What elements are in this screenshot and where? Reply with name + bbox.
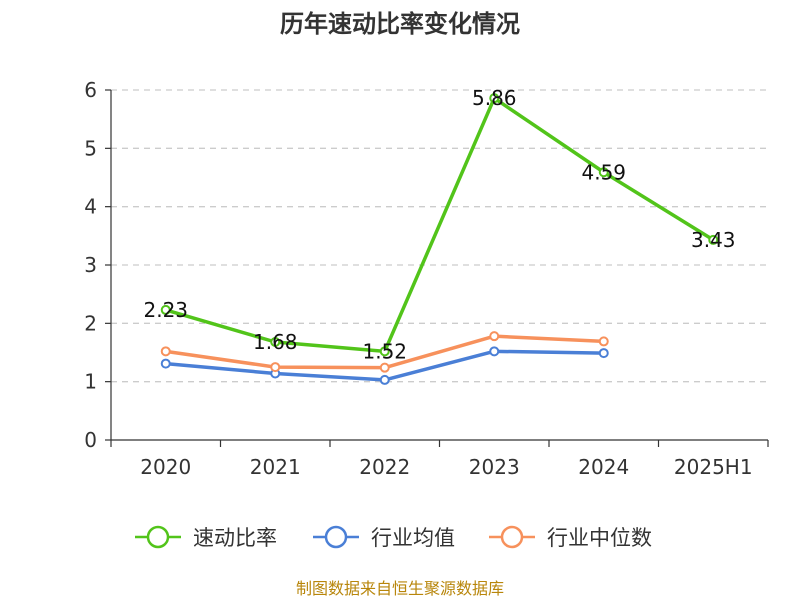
x-tick-label: 2025H1 (674, 455, 753, 479)
axes: 0 1 2 3 4 5 6 2020 2021 2022 2023 2024 2025H1 (84, 78, 769, 479)
data-label: 1.68 (253, 330, 298, 354)
legend-item[interactable]: 速动比率 (135, 525, 277, 550)
source-note: 制图数据来自恒生聚源数据库 (296, 579, 504, 598)
data-point (379, 374, 390, 385)
data-label: 4.59 (581, 160, 626, 184)
data-point (160, 346, 171, 357)
data-point (598, 336, 609, 347)
data-point (270, 337, 281, 347)
y-tick-label: 1 (84, 370, 97, 394)
legend-label: 速动比率 (193, 526, 277, 550)
data-label: 3.43 (691, 228, 736, 252)
data-point (598, 167, 609, 178)
legend-item[interactable]: 行业中位数 (489, 525, 652, 550)
data-point (489, 346, 500, 357)
series-group (160, 93, 719, 385)
y-tick-label: 5 (84, 136, 97, 160)
series-line (165, 96, 715, 354)
chart-title: 历年速动比率变化情况 (280, 10, 520, 38)
data-point (708, 234, 719, 245)
legend-label: 行业均值 (371, 526, 455, 550)
data-point (489, 93, 500, 104)
legend: 速动比率 行业均值 行业中位数 (135, 525, 652, 550)
legend-marker-icon (324, 525, 348, 549)
legend-item[interactable]: 行业均值 (313, 525, 455, 550)
grid-lines (111, 89, 768, 383)
y-tick-label: 3 (84, 253, 97, 277)
data-label: 1.52 (362, 339, 407, 363)
x-tick-label: 2023 (469, 455, 520, 479)
y-tick-label: 4 (84, 195, 97, 219)
x-tick-label: 2022 (359, 455, 410, 479)
data-point (379, 346, 390, 357)
data-label: 5.86 (472, 86, 517, 110)
data-point (160, 358, 171, 369)
legend-marker-icon (146, 525, 170, 549)
x-tick-label: 2021 (250, 455, 301, 479)
data-label: 2.23 (143, 298, 188, 322)
data-point (598, 348, 609, 359)
legend-label: 行业中位数 (547, 526, 652, 550)
y-tick-label: 6 (84, 78, 97, 102)
x-tick-label: 2020 (140, 455, 191, 479)
x-tick-label: 2024 (578, 455, 629, 479)
y-tick-label: 0 (84, 428, 97, 452)
data-point (270, 362, 281, 373)
data-labels: 2.23 1.68 1.52 5.86 4.59 3.43 (143, 86, 735, 363)
y-tick-label: 2 (84, 311, 97, 335)
legend-marker-icon (500, 525, 524, 549)
data-point (160, 304, 171, 315)
data-point (379, 362, 390, 373)
data-point (489, 331, 500, 342)
